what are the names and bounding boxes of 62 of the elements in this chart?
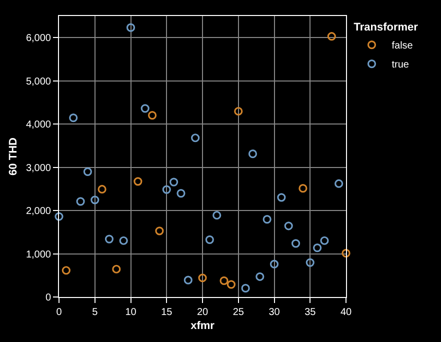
legend-title: Transformer bbox=[354, 21, 419, 34]
y-tick-label: 5,000 bbox=[26, 76, 52, 88]
point bbox=[90, 196, 100, 204]
point bbox=[270, 260, 279, 268]
point bbox=[205, 235, 214, 244]
x-tick-label: 40 bbox=[340, 307, 352, 318]
y-tick-label: 3,000 bbox=[26, 162, 52, 174]
point bbox=[234, 106, 243, 116]
point bbox=[262, 215, 272, 224]
point bbox=[54, 212, 64, 221]
x-tick-label: 5 bbox=[92, 307, 98, 318]
point bbox=[83, 167, 92, 176]
x-tick-label: 30 bbox=[268, 307, 280, 318]
point bbox=[184, 276, 192, 284]
point bbox=[198, 274, 207, 282]
y-tick-label: 6,000 bbox=[26, 33, 52, 44]
point bbox=[191, 134, 200, 142]
x-tick-label: 20 bbox=[196, 307, 208, 318]
point bbox=[334, 179, 344, 188]
y-tick-label: 1,000 bbox=[26, 249, 52, 260]
point bbox=[126, 23, 136, 32]
x-tick-label: 35 bbox=[304, 307, 316, 318]
point bbox=[98, 184, 106, 194]
point bbox=[342, 248, 350, 258]
legend-label: false bbox=[392, 40, 414, 52]
point bbox=[176, 188, 186, 198]
x-tick-label: 0 bbox=[56, 307, 62, 318]
point bbox=[134, 177, 142, 186]
point bbox=[327, 32, 336, 41]
point bbox=[220, 276, 228, 285]
point bbox=[212, 210, 222, 220]
point bbox=[155, 226, 164, 236]
point bbox=[104, 234, 114, 244]
point bbox=[298, 184, 308, 193]
legend-label: true bbox=[392, 60, 410, 71]
point bbox=[313, 244, 322, 252]
y-tick-label: 2,000 bbox=[26, 206, 52, 218]
y-tick-label: 0 bbox=[45, 292, 52, 304]
x-axis-title: xfmr bbox=[190, 320, 216, 332]
point bbox=[277, 193, 286, 202]
point bbox=[148, 111, 157, 120]
x-tick-label: 25 bbox=[232, 307, 244, 318]
point bbox=[62, 266, 70, 275]
point bbox=[170, 178, 178, 186]
point bbox=[76, 197, 85, 206]
point bbox=[248, 150, 258, 158]
point bbox=[69, 114, 78, 122]
point bbox=[306, 258, 314, 267]
x-tick-label: 10 bbox=[125, 307, 137, 318]
point bbox=[112, 264, 121, 274]
point bbox=[256, 272, 264, 281]
point bbox=[241, 284, 250, 293]
y-tick-label: 4,000 bbox=[26, 120, 52, 131]
y-axis-title: 60 THD bbox=[8, 138, 20, 176]
x-tick-label: 15 bbox=[161, 307, 173, 318]
point bbox=[119, 236, 128, 245]
point bbox=[284, 222, 293, 230]
point bbox=[320, 236, 329, 245]
point bbox=[140, 104, 150, 113]
point bbox=[291, 239, 300, 248]
point bbox=[162, 185, 171, 194]
point bbox=[226, 280, 236, 289]
